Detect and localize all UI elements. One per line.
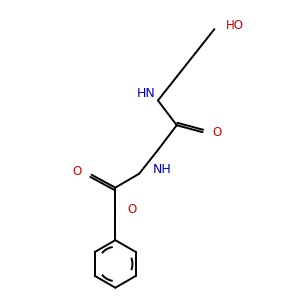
Text: O: O: [212, 126, 222, 139]
Text: O: O: [127, 203, 136, 216]
Text: HN: HN: [137, 87, 156, 100]
Text: O: O: [72, 165, 82, 178]
Text: NH: NH: [153, 163, 172, 176]
Text: HO: HO: [226, 19, 244, 32]
